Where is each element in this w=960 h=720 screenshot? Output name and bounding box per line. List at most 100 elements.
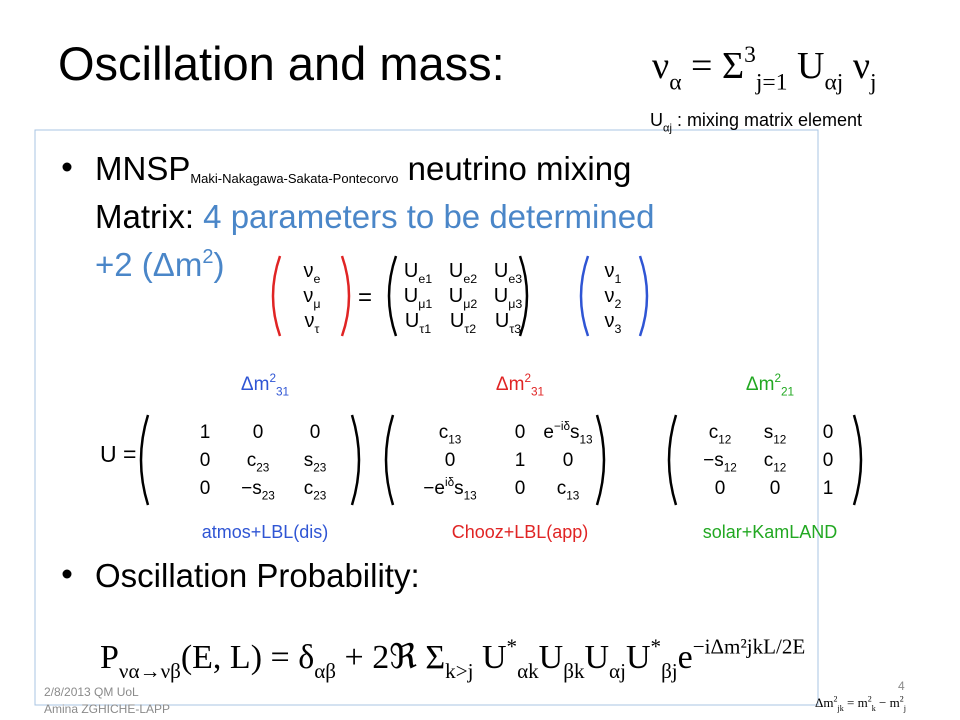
matrix-cell: Uμ3 xyxy=(494,285,523,311)
text-segment: 12 xyxy=(773,434,786,447)
text-segment: 0 xyxy=(515,478,526,499)
text-segment: −s xyxy=(241,478,262,499)
text-segment: s xyxy=(304,450,314,471)
u-label: U = xyxy=(100,441,136,467)
matrix-cell: 0 xyxy=(200,478,211,499)
text-segment: 21 xyxy=(781,386,794,399)
text-segment: Δm xyxy=(496,374,525,395)
text-segment: * xyxy=(651,635,662,659)
text-segment: 0 xyxy=(563,450,574,471)
text-segment: 0 xyxy=(310,422,321,443)
text-segment: c xyxy=(709,422,719,443)
text-segment: αβ xyxy=(314,659,336,683)
text-segment: 2 xyxy=(615,297,622,311)
matrix-cell: 1 xyxy=(200,422,211,443)
text-segment: Δm xyxy=(815,695,833,710)
matrix-cell: c23 xyxy=(304,478,327,503)
experiment-label: solar+KamLAND xyxy=(703,522,838,542)
text-segment: (E, L) = δ xyxy=(181,639,314,676)
matrix-cell: 0 xyxy=(770,478,781,499)
text-segment: ν xyxy=(652,45,669,87)
text-segment: e xyxy=(314,272,321,286)
matrix-cell: Ue1 xyxy=(404,260,432,286)
bullet-subscript: Maki-Nakagawa-Sakata-Pontecorvo xyxy=(190,171,398,186)
text-segment: 23 xyxy=(256,462,270,475)
text-segment: c xyxy=(764,450,774,471)
bracket xyxy=(579,255,590,337)
text-segment: c xyxy=(247,450,257,471)
matrix-cell: s23 xyxy=(304,450,327,475)
text-segment: α xyxy=(669,69,681,95)
text-segment: αj xyxy=(609,659,626,683)
text-segment: e xyxy=(543,422,554,443)
text-segment: βk xyxy=(563,659,585,683)
text-segment: 0 xyxy=(715,478,726,499)
matrix-cell: Ue3 xyxy=(494,260,522,286)
bracket xyxy=(384,414,395,506)
text-segment: −s xyxy=(703,450,724,471)
matrix-cell: −s12 xyxy=(703,450,737,475)
text-segment: ν xyxy=(303,285,313,307)
vector-cell: ντ xyxy=(305,310,320,336)
text-segment: 0 xyxy=(200,478,211,499)
matrix-cell: 0 xyxy=(445,450,456,471)
text-segment: 2 xyxy=(774,372,781,385)
experiment-label: Chooz+LBL(app) xyxy=(452,522,589,542)
text-segment: 13 xyxy=(448,434,462,447)
text-segment: 2 xyxy=(868,695,872,704)
text-segment: 0 xyxy=(823,450,834,471)
text-segment: μ3 xyxy=(508,297,522,311)
text-segment: * xyxy=(507,635,518,659)
text-segment: μ2 xyxy=(463,297,477,311)
text-segment: 1 xyxy=(515,450,526,471)
text-segment: τ xyxy=(315,322,320,336)
text-segment: ν xyxy=(605,310,615,332)
bracket xyxy=(638,255,649,337)
bullet-line: MNSPMaki-Nakagawa-Sakata-Pontecorvo neut… xyxy=(95,150,631,187)
text-segment: ν xyxy=(304,260,314,282)
bracket xyxy=(340,255,351,337)
text-segment: 23 xyxy=(262,490,276,503)
footer-author: Amina ZGHICHE-LAPP xyxy=(44,702,170,716)
matrix-cell: c23 xyxy=(247,450,270,475)
text-segment: U xyxy=(449,285,463,307)
matrix-cell: 1 xyxy=(823,478,834,499)
bullet-text: MNSP xyxy=(95,150,190,187)
text-segment: −iδ xyxy=(554,420,570,433)
vector-cell: ν3 xyxy=(605,310,622,336)
text-segment: U xyxy=(650,110,663,130)
matrix-cell: c13 xyxy=(439,422,462,447)
text-segment: e2 xyxy=(463,272,477,286)
text-segment: U xyxy=(494,260,508,282)
text-segment: U xyxy=(404,285,418,307)
text-segment: k xyxy=(872,704,877,713)
text-segment: 1 xyxy=(823,478,834,499)
text-segment: μ xyxy=(313,297,320,311)
text-segment: e xyxy=(678,639,693,676)
matrix-cell: 0 xyxy=(715,478,726,499)
text-segment: 12 xyxy=(724,462,737,475)
text-segment: 23 xyxy=(313,462,327,475)
text-segment: αk xyxy=(517,659,539,683)
text-segment: 0 xyxy=(445,450,456,471)
matrix-cell: c12 xyxy=(764,450,787,475)
mass-difference: Δm2jk = m2k − m2j xyxy=(815,695,906,713)
text-segment: + 2ℜ Σ xyxy=(336,639,445,676)
text-segment: 1 xyxy=(615,272,622,286)
matrix-cell: Uτ2 xyxy=(450,310,476,336)
text-segment: 2 xyxy=(833,695,837,704)
bullet xyxy=(62,162,72,172)
experiment-label: atmos+LBL(dis) xyxy=(202,522,329,542)
bullet-line: +2 (Δm2) xyxy=(95,246,224,283)
text-segment: − m xyxy=(876,695,900,710)
text-segment: j=1 xyxy=(755,69,788,95)
text-segment: βj xyxy=(661,659,678,683)
text-segment: 2 xyxy=(269,372,276,385)
text-segment: = m xyxy=(844,695,868,710)
vector-cell: ν1 xyxy=(605,260,622,286)
text-segment: ν xyxy=(305,310,315,332)
text-segment: −e xyxy=(423,478,445,499)
matrix-cell: c12 xyxy=(709,422,732,447)
